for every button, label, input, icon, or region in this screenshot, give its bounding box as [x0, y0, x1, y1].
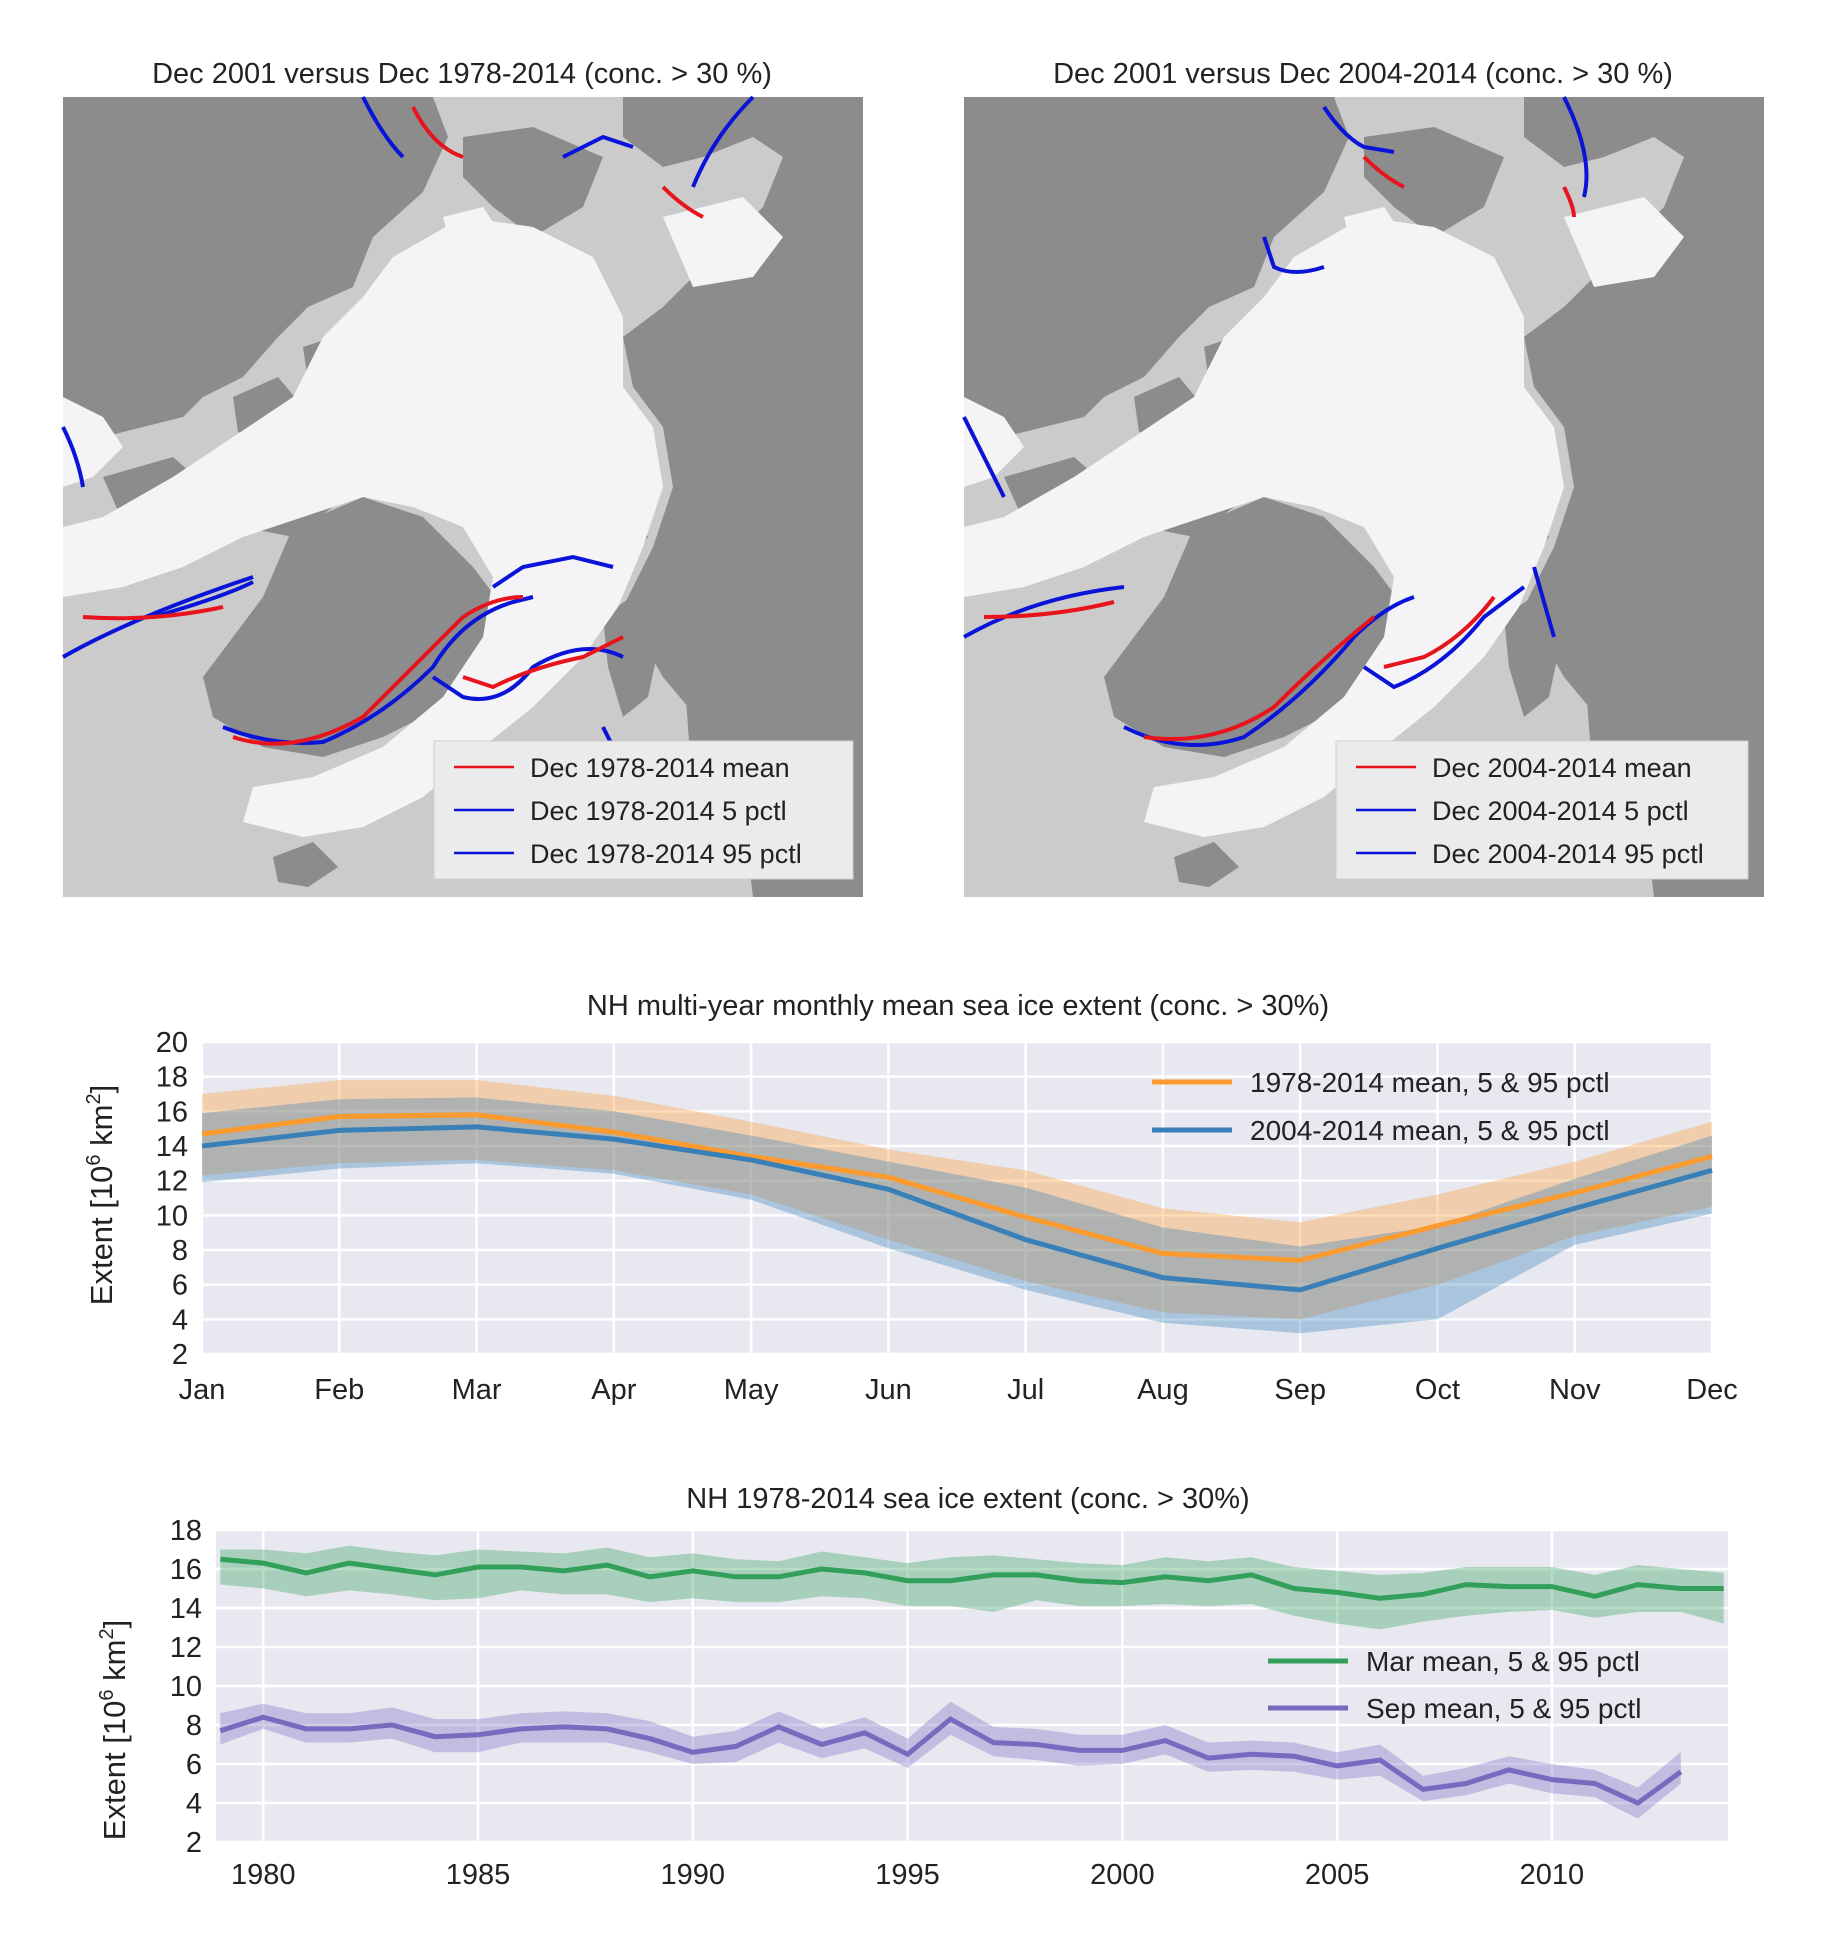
y-tick-label: 16 [156, 1096, 188, 1128]
chart1-legend-2004: 2004-2014 mean, 5 & 95 pctl [1250, 1115, 1610, 1146]
chart2-yticks: 2 4 6 8 10 12 14 16 18 [170, 1515, 202, 1859]
y-tick-label: 8 [186, 1710, 202, 1742]
chart2-xticks: 1980 1985 1990 1995 2000 2005 2010 [231, 1859, 1584, 1891]
y-tick-label: 18 [170, 1515, 202, 1547]
chart2-title: NH 1978-2014 sea ice extent (conc. > 30%… [686, 1483, 1249, 1515]
x-tick-label: 1995 [875, 1859, 940, 1891]
x-tick-label: 1980 [231, 1859, 296, 1891]
y-tick-label: 2 [172, 1339, 188, 1371]
y-tick-label: 14 [170, 1593, 202, 1625]
chart2-legend-mar: Mar mean, 5 & 95 pctl [1366, 1646, 1640, 1677]
x-tick-label: Aug [1137, 1374, 1189, 1406]
map2-title: Dec 2001 versus Dec 2004-2014 (conc. > 3… [1053, 58, 1673, 90]
chart1-title: NH multi-year monthly mean sea ice exten… [587, 990, 1329, 1022]
chart2-legend: Mar mean, 5 & 95 pctl Sep mean, 5 & 95 p… [1268, 1646, 1642, 1724]
x-tick-label: Jun [865, 1374, 912, 1406]
series-line-1 [219, 1714, 1683, 1806]
series-band-1 [220, 1701, 1681, 1819]
map2-plot [962, 96, 1764, 897]
map1-title: Dec 2001 versus Dec 1978-2014 (conc. > 3… [152, 58, 772, 90]
map1-legend-5pctl: Dec 1978-2014 5 pctl [530, 796, 787, 826]
map2-legend: Dec 2004-2014 mean Dec 2004-2014 5 pctl … [1335, 740, 1749, 880]
x-tick-label: Jan [179, 1374, 226, 1406]
y-tick-label: 16 [170, 1554, 202, 1586]
map2-legend-95pctl: Dec 2004-2014 95 pctl [1432, 839, 1704, 869]
x-tick-label: 2010 [1520, 1859, 1585, 1891]
y-tick-label: 4 [172, 1304, 188, 1336]
x-tick-label: Apr [591, 1374, 636, 1406]
chart2-lines [219, 1556, 1724, 1806]
y-tick-label: 2 [186, 1827, 202, 1859]
y-tick-label: 10 [170, 1671, 202, 1703]
map1-legend: Dec 1978-2014 mean Dec 1978-2014 5 pctl … [433, 740, 854, 880]
x-tick-label: 2000 [1090, 1859, 1155, 1891]
chart1-grid [200, 1040, 1714, 1356]
y-tick-label: 6 [186, 1749, 202, 1781]
x-tick-label: Dec [1686, 1374, 1738, 1406]
map1-legend-95pctl: Dec 1978-2014 95 pctl [530, 839, 802, 869]
x-tick-label: Oct [1415, 1374, 1460, 1406]
x-tick-label: Nov [1549, 1374, 1601, 1406]
map2-contour-95pctl [962, 96, 1589, 747]
chart2-grid [216, 1528, 1728, 1844]
x-tick-label: Mar [452, 1374, 502, 1406]
y-tick-label: 12 [156, 1166, 188, 1198]
y-tick-label: 6 [172, 1270, 188, 1302]
x-tick-label: 2005 [1305, 1859, 1370, 1891]
y-tick-label: 12 [170, 1632, 202, 1664]
series-line-0 [220, 1556, 1724, 1601]
series-line-1 [201, 1124, 1713, 1293]
y-tick-label: 20 [156, 1027, 188, 1059]
x-tick-label: Sep [1274, 1374, 1326, 1406]
x-tick-label: 1990 [661, 1859, 726, 1891]
map1-contour-mean [82, 106, 704, 746]
y-tick-label: 10 [156, 1200, 188, 1232]
map1-plot [61, 95, 863, 897]
chart1-ylabel: Extent [106 km2] [83, 1085, 119, 1305]
y-tick-label: 8 [172, 1235, 188, 1267]
map2-contour-mean [983, 155, 1576, 741]
x-tick-label: May [724, 1374, 779, 1406]
y-tick-label: 14 [156, 1131, 188, 1163]
chart2-ylabel: Extent [106 km2] [96, 1620, 132, 1840]
series-line-0 [201, 1112, 1713, 1263]
chart2-legend-sep: Sep mean, 5 & 95 pctl [1366, 1693, 1642, 1724]
x-tick-label: Jul [1007, 1374, 1044, 1406]
y-tick-label: 4 [186, 1788, 202, 1820]
y-tick-label: 18 [156, 1062, 188, 1094]
map-panels: Dec 2001 versus Dec 1978-2014 (conc. > 3… [61, 58, 1764, 897]
map2-legend-mean: Dec 2004-2014 mean [1432, 753, 1692, 783]
map2-legend-5pctl: Dec 2004-2014 5 pctl [1432, 796, 1689, 826]
chart1-legend-1978: 1978-2014 mean, 5 & 95 pctl [1250, 1067, 1610, 1098]
chart1-legend: 1978-2014 mean, 5 & 95 pctl 2004-2014 me… [1152, 1067, 1610, 1146]
x-tick-label: Feb [314, 1374, 364, 1406]
annual-extent-chart: NH 1978-2014 sea ice extent (conc. > 30%… [96, 1483, 1728, 1891]
map1-legend-mean: Dec 1978-2014 mean [530, 753, 790, 783]
monthly-extent-chart: NH multi-year monthly mean sea ice exten… [83, 990, 1738, 1406]
chart1-lines [201, 1112, 1713, 1293]
chart1-xticks: Jan Feb Mar Apr May Jun Jul Aug Sep Oct Nov Dec [179, 1374, 1738, 1406]
x-tick-label: 1985 [446, 1859, 511, 1891]
